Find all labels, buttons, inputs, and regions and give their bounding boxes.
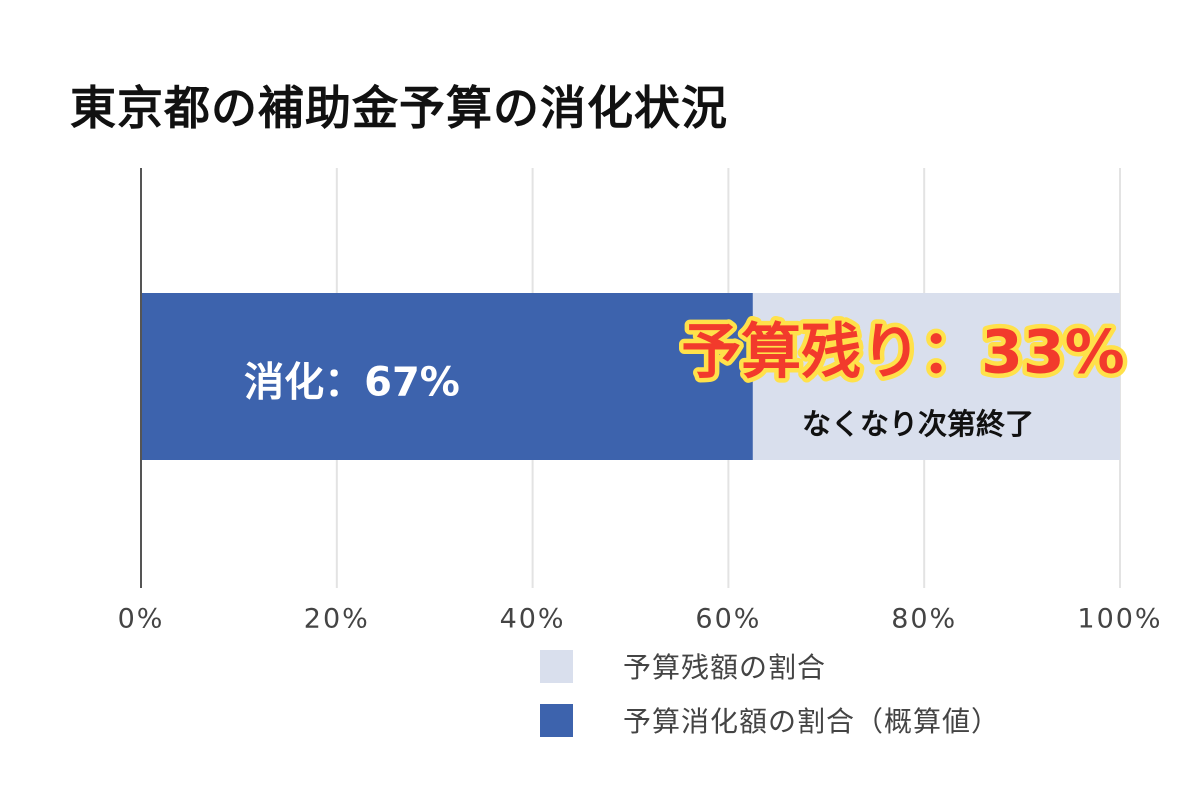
legend-item-consumed: 予算消化額の割合（概算値） xyxy=(540,702,1000,738)
legend-swatch-remaining xyxy=(540,649,573,683)
legend-label-remaining: 予算残額の割合 xyxy=(623,651,827,684)
x-tick-label: 80% xyxy=(891,604,957,635)
remaining-data-label: 予算残り：33% xyxy=(681,318,1125,388)
bars xyxy=(141,293,1120,460)
bar-segment-consumed xyxy=(141,293,753,460)
bar-chart: 0% 20% 40% 60% 80% 100% 消化：67% 予算残り：33% なくなり次… xyxy=(118,168,1162,635)
chart-title: 東京都の補助金予算の消化状況 xyxy=(70,81,728,135)
annotation-note: なくなり次第終了 xyxy=(802,407,1034,441)
x-tick-label: 60% xyxy=(695,604,761,635)
legend-item-remaining: 予算残額の割合 xyxy=(540,648,1000,684)
consumed-data-label: 消化：67% xyxy=(244,360,460,406)
legend-label-consumed: 予算消化額の割合（概算値） xyxy=(623,705,1001,738)
x-tick-label: 20% xyxy=(304,604,370,635)
x-tick-label: 0% xyxy=(118,604,165,635)
bar-segment-remaining xyxy=(752,293,1120,460)
x-tick-label: 100% xyxy=(1077,604,1162,635)
x-axis-ticks: 0% 20% 40% 60% 80% 100% xyxy=(118,604,1162,635)
legend-swatch-consumed xyxy=(540,703,573,737)
legend: 予算残額の割合 予算消化額の割合（概算値） xyxy=(540,648,1000,756)
x-tick-label: 40% xyxy=(500,604,566,635)
